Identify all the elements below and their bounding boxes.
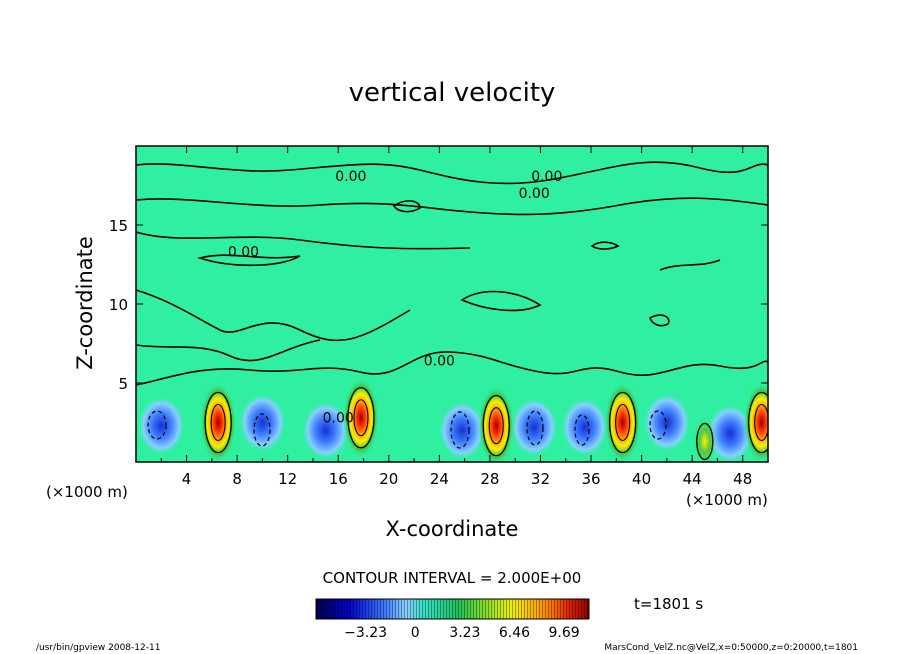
x-tick-label: 16 bbox=[329, 470, 348, 488]
colorbar: −3.23 0 3.23 6.46 9.69 bbox=[315, 598, 590, 641]
downdraft-cell-2 bbox=[238, 392, 287, 453]
updraft-core bbox=[692, 415, 717, 462]
updraft-inner-contour bbox=[615, 403, 631, 442]
colorbar-tick-label: 0 bbox=[411, 625, 420, 641]
x-axis-ticks: 4 8 12 16 20 24 28 32 36 40 44 48 bbox=[160, 146, 752, 488]
colorbar-tick-label: 3.23 bbox=[449, 625, 480, 641]
x-tick-label: 20 bbox=[379, 470, 398, 488]
updraft-inner-contour bbox=[210, 403, 226, 442]
updraft-contour bbox=[748, 391, 768, 454]
updraft-inner-contour bbox=[488, 407, 504, 445]
contour-labels: 0.00 0.000.000.000.000.00 bbox=[228, 169, 563, 427]
contour-label-6: 0.00 bbox=[323, 411, 354, 427]
updraft-cell-6 bbox=[743, 382, 768, 462]
updraft-core bbox=[743, 382, 768, 462]
x-axis-label: X-coordinate bbox=[386, 517, 519, 541]
x-unit-left: (×1000 m) bbox=[46, 483, 128, 501]
updraft-inner-contour bbox=[353, 399, 369, 437]
updraft-inner-contour bbox=[754, 403, 768, 442]
x-tick-label: 12 bbox=[278, 470, 297, 488]
x-tick-label: 40 bbox=[632, 470, 651, 488]
downdraft-cell-3 bbox=[301, 400, 350, 461]
plot-area: 0.00 0.000.000.000.000.00 4 8 12 16 20 24 28 32 3… bbox=[109, 145, 769, 488]
updraft-cell-2 bbox=[342, 377, 379, 458]
chart-title: vertical velocity bbox=[349, 78, 556, 108]
x-unit-right: (×1000 m) bbox=[686, 491, 768, 509]
downdraft-cell-8 bbox=[706, 403, 755, 462]
contour-label-3: 0.00 bbox=[519, 186, 550, 202]
contour-label-1: 0.00 bbox=[335, 169, 366, 185]
updraft-cell-5 bbox=[692, 415, 717, 462]
colorbar-tick-label: 6.46 bbox=[499, 625, 530, 641]
updraft-contour bbox=[347, 387, 375, 449]
contour-label-2: 0.00 bbox=[531, 169, 562, 185]
contour-label-4: 0.00 bbox=[228, 245, 259, 261]
colorbar-tick-label: 9.69 bbox=[549, 625, 580, 641]
zero-contours bbox=[136, 161, 768, 386]
negative-contours bbox=[147, 410, 667, 449]
y-axis-label: Z-coordinate bbox=[73, 236, 97, 370]
updraft-contour bbox=[696, 422, 714, 461]
updraft-contour bbox=[482, 395, 510, 457]
field-features bbox=[137, 377, 768, 462]
colorbar-ticks: −3.23 0 3.23 6.46 9.69 bbox=[344, 625, 580, 641]
x-tick-label: 36 bbox=[581, 470, 600, 488]
downdraft-cell-5 bbox=[510, 397, 559, 458]
updraft-contour bbox=[204, 391, 232, 454]
downdraft-cell-6 bbox=[560, 397, 609, 458]
footer-right: MarsCond_VelZ.nc@VelZ,x=0:50000,z=0:2000… bbox=[604, 643, 858, 653]
updraft-cell-1 bbox=[200, 382, 237, 462]
colorbar-tick-label: −3.23 bbox=[344, 625, 387, 641]
y-axis-ticks: 5 10 15 bbox=[109, 217, 768, 393]
updraft-contour bbox=[608, 391, 637, 454]
downdraft-cell-1 bbox=[137, 395, 186, 456]
colorbar-frame bbox=[315, 598, 590, 620]
y-tick-label: 15 bbox=[109, 217, 128, 235]
x-tick-label: 48 bbox=[733, 470, 752, 488]
footer-left: /usr/bin/gpview 2008-12-11 bbox=[36, 643, 160, 653]
updraft-cell-3 bbox=[478, 385, 515, 462]
updraft-cell-4 bbox=[604, 382, 641, 462]
time-label: t=1801 s bbox=[634, 595, 703, 613]
x-tick-label: 8 bbox=[232, 470, 242, 488]
y-tick-label: 5 bbox=[118, 375, 128, 393]
y-tick-label: 10 bbox=[109, 296, 128, 314]
contour-label-5: 0.00 bbox=[424, 354, 455, 370]
x-tick-label: 24 bbox=[430, 470, 449, 488]
colorbar-stripes bbox=[316, 599, 589, 619]
x-tick-label: 44 bbox=[683, 470, 702, 488]
x-tick-label: 4 bbox=[182, 470, 192, 488]
x-tick-label: 32 bbox=[531, 470, 550, 488]
contour-interval-label: CONTOUR INTERVAL = 2.000E+00 bbox=[323, 569, 582, 587]
x-tick-label: 28 bbox=[480, 470, 499, 488]
downdraft-cell-4 bbox=[438, 400, 487, 461]
